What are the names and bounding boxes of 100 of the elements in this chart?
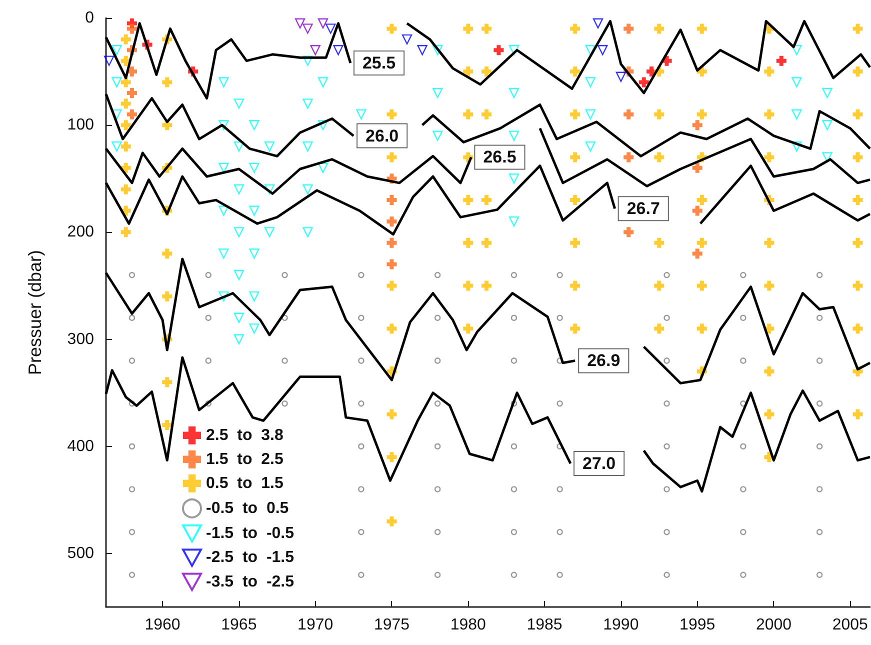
legend-label: -1.5 to -0.5 (206, 525, 294, 542)
point (249, 291, 260, 302)
x-tick-label: 1990 (603, 616, 639, 634)
point (508, 174, 520, 184)
point (585, 45, 596, 56)
legend-label: 1.5 to 2.5 (206, 450, 284, 468)
point (585, 77, 596, 88)
x-tick-label: 1970 (298, 616, 334, 634)
annotation: 26.7 (626, 199, 660, 218)
point (264, 227, 275, 238)
point (218, 77, 229, 88)
point (302, 141, 313, 152)
point (585, 109, 596, 120)
y-tick-label: 500 (67, 544, 94, 562)
point (264, 141, 275, 152)
point (302, 56, 313, 66)
x-tick-label: 1965 (221, 616, 257, 634)
point (402, 34, 412, 45)
x-tick-label: 1985 (526, 616, 562, 634)
point (234, 141, 244, 152)
point (126, 109, 137, 120)
point (822, 88, 832, 98)
point (624, 109, 634, 120)
point (249, 323, 260, 334)
point (234, 227, 244, 238)
point (508, 216, 520, 227)
point (692, 248, 702, 259)
point (432, 88, 443, 98)
y-tick-label: 0 (85, 10, 94, 26)
x-tick-label: 1960 (144, 616, 180, 634)
legend-label: -3.5 to -2.5 (206, 573, 294, 590)
legend-label: -2.5 to -1.5 (206, 549, 294, 566)
point (822, 152, 832, 162)
annotation: 26.0 (366, 126, 399, 146)
point (592, 18, 604, 28)
point (112, 77, 122, 88)
point (432, 130, 443, 141)
point (218, 120, 229, 130)
point (417, 45, 428, 56)
x-tick-label: 1975 (374, 616, 410, 634)
point (624, 227, 634, 238)
point (616, 72, 626, 82)
point (386, 259, 397, 270)
x-tick-label: 1980 (450, 616, 486, 634)
point (822, 120, 832, 130)
point (494, 45, 504, 56)
point (318, 120, 328, 130)
point (792, 141, 802, 152)
point (302, 184, 313, 194)
point (218, 206, 229, 216)
point (112, 45, 122, 56)
point (126, 24, 137, 34)
point (112, 109, 122, 120)
x-tick-label: 2005 (832, 616, 868, 634)
point (508, 88, 520, 98)
point (218, 291, 229, 302)
point (692, 120, 702, 130)
point (792, 77, 802, 88)
point (234, 184, 244, 194)
point (432, 45, 443, 56)
point (302, 24, 313, 34)
point (302, 227, 313, 238)
point (112, 141, 122, 152)
y-tick-label: 200 (67, 224, 94, 241)
point (310, 45, 320, 56)
point (356, 109, 366, 120)
point (386, 216, 397, 226)
point (624, 24, 634, 34)
point (386, 195, 397, 206)
point (386, 238, 397, 248)
point (249, 162, 260, 174)
point (326, 24, 336, 34)
point (264, 184, 275, 194)
x-tick-label: 1995 (680, 616, 716, 634)
annotation: 26.5 (483, 148, 516, 167)
point (234, 98, 244, 109)
point (585, 141, 596, 152)
point (692, 206, 702, 216)
point (692, 162, 702, 173)
point (249, 120, 260, 130)
point (318, 77, 328, 88)
legend-label: 0.5 to 1.5 (206, 474, 284, 492)
point (104, 56, 114, 66)
y-tick-label: 300 (67, 330, 94, 348)
point (333, 45, 344, 56)
point (302, 98, 313, 109)
point (249, 248, 260, 259)
point (218, 248, 229, 259)
point (792, 109, 802, 120)
legend-label: 2.5 to 3.8 (206, 426, 284, 444)
point (218, 162, 229, 174)
y-tick-label: 400 (67, 438, 94, 455)
legend-label: -0.5 to 0.5 (206, 500, 289, 517)
y-axis-title: Pressuer (dbar) (25, 250, 45, 376)
annotation: 27.0 (582, 454, 616, 473)
point (234, 312, 244, 323)
y-tick-label: 100 (67, 116, 94, 134)
point (234, 270, 244, 280)
point (294, 18, 306, 28)
point (318, 18, 328, 28)
